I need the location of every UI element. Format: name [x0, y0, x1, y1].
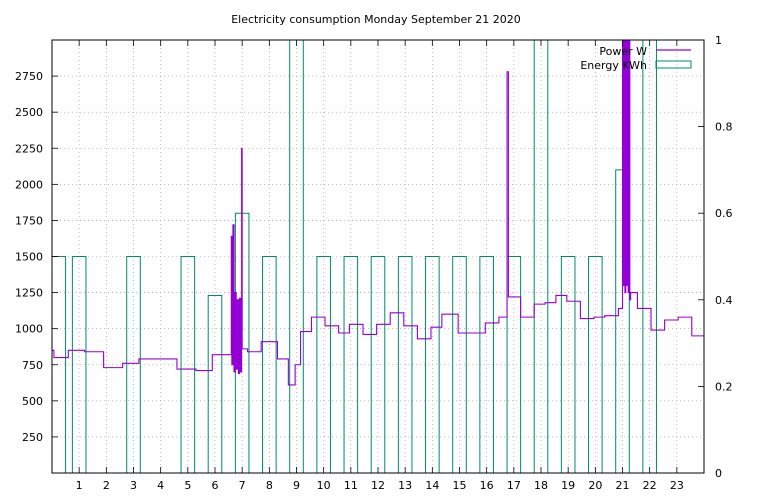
x-tick-label: 16 [480, 479, 494, 492]
energy-bar [370, 256, 386, 473]
y1-tick-label: 2750 [15, 70, 43, 83]
x-tick-label: 7 [239, 479, 246, 492]
x-tick-label: 2 [103, 479, 110, 492]
energy-bar [316, 256, 331, 473]
energy-bar [425, 256, 440, 473]
legend-label-energy: Energy KWh [580, 59, 647, 72]
x-tick-label: 21 [616, 479, 630, 492]
x-axis: 1 2 3 4 5 6 7 8 9 10 11 12 13 14 15 16 17 18 19 20 21 22 23 [76, 40, 684, 492]
legend-swatch-energy [655, 60, 692, 69]
x-tick-label: 5 [184, 479, 191, 492]
x-tick-label: 19 [561, 479, 575, 492]
legend-label-power: Power W [599, 45, 647, 58]
x-tick-label: 15 [453, 479, 467, 492]
energy-bar [560, 256, 576, 473]
x-tick-label: 1 [76, 479, 83, 492]
x-tick-label: 4 [157, 479, 164, 492]
x-tick-label: 8 [266, 479, 273, 492]
x-tick-label: 14 [425, 479, 439, 492]
energy-bar [126, 256, 141, 473]
energy-bar [262, 256, 277, 473]
x-tick-label: 23 [670, 479, 684, 492]
x-tick-label: 9 [293, 479, 300, 492]
y1-tick-label: 2250 [15, 142, 43, 155]
y1-tick-label: 1500 [15, 251, 43, 264]
y2-tick-label: 0.6 [715, 207, 733, 220]
y1-tick-label: 1000 [15, 323, 43, 336]
energy-bar [397, 256, 413, 473]
y2-tick-label: 0.4 [715, 294, 733, 307]
y2-tick-label: 0.2 [715, 380, 733, 393]
x-tick-label: 12 [371, 479, 385, 492]
y1-tick-label: 500 [22, 395, 43, 408]
y1-tick-label: 1250 [15, 287, 43, 300]
y2-tick-label: 0.8 [715, 121, 733, 134]
chart-title: Electricity consumption Monday September… [231, 13, 521, 26]
x-tick-label: 3 [130, 479, 137, 492]
x-tick-label: 20 [588, 479, 602, 492]
y1-tick-label: 1750 [15, 214, 43, 227]
x-tick-label: 13 [398, 479, 412, 492]
x-tick-label: 11 [344, 479, 358, 492]
x-tick-label: 10 [317, 479, 331, 492]
energy-bar [180, 256, 196, 473]
energy-bar [452, 256, 467, 473]
x-tick-label: 18 [534, 479, 548, 492]
y1-tick-label: 250 [22, 431, 43, 444]
energy-bar [506, 256, 522, 473]
y2-tick-label: 1 [715, 34, 722, 47]
y2-tick-label: 0 [715, 467, 722, 480]
left-y-axis: 250 500 750 1000 1250 1500 1750 2000 2250 2500 275… [15, 70, 58, 444]
energy-bar [479, 256, 494, 473]
energy-series [51, 39, 657, 473]
energy-bar [71, 256, 87, 473]
energy-bar [343, 256, 359, 473]
right-y-axis: 0 0.2 0.4 0.6 0.8 1 [698, 34, 733, 480]
y1-tick-label: 750 [22, 359, 43, 372]
y1-tick-label: 2500 [15, 106, 43, 119]
x-tick-label: 17 [507, 479, 521, 492]
energy-bar [207, 294, 223, 473]
x-tick-label: 22 [643, 479, 657, 492]
x-tick-label: 6 [212, 479, 219, 492]
energy-bar [588, 256, 603, 473]
y1-tick-label: 2000 [15, 178, 43, 191]
